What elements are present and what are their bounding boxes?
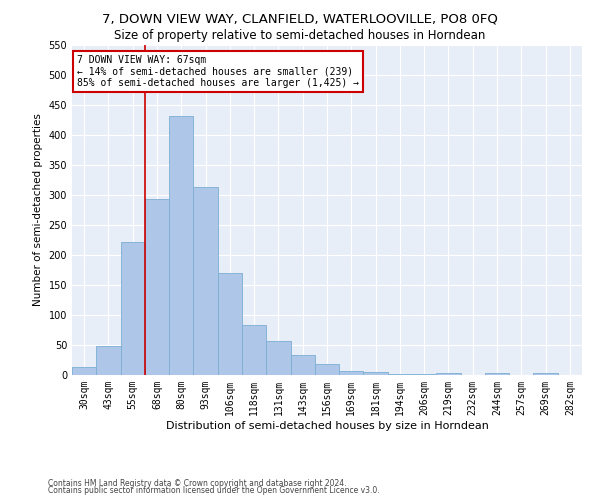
Y-axis label: Number of semi-detached properties: Number of semi-detached properties — [33, 114, 43, 306]
Text: Size of property relative to semi-detached houses in Horndean: Size of property relative to semi-detach… — [115, 29, 485, 42]
Bar — [218, 273, 242, 375]
Bar — [388, 374, 412, 375]
Bar — [121, 242, 145, 375]
Bar — [242, 324, 266, 375]
Text: 7 DOWN VIEW WAY: 67sqm
← 14% of semi-detached houses are smaller (239)
85% of se: 7 DOWN VIEW WAY: 67sqm ← 14% of semi-det… — [77, 55, 359, 88]
Bar — [315, 364, 339, 375]
Bar — [145, 198, 169, 375]
X-axis label: Distribution of semi-detached houses by size in Horndean: Distribution of semi-detached houses by … — [166, 420, 488, 430]
Bar — [96, 346, 121, 375]
Text: Contains public sector information licensed under the Open Government Licence v3: Contains public sector information licen… — [48, 486, 380, 495]
Text: Contains HM Land Registry data © Crown copyright and database right 2024.: Contains HM Land Registry data © Crown c… — [48, 478, 347, 488]
Bar — [72, 366, 96, 375]
Bar — [485, 373, 509, 375]
Bar — [266, 341, 290, 375]
Text: 7, DOWN VIEW WAY, CLANFIELD, WATERLOOVILLE, PO8 0FQ: 7, DOWN VIEW WAY, CLANFIELD, WATERLOOVIL… — [102, 12, 498, 26]
Bar — [364, 372, 388, 375]
Bar — [339, 372, 364, 375]
Bar — [169, 116, 193, 375]
Bar — [193, 187, 218, 375]
Bar — [412, 374, 436, 375]
Bar — [436, 372, 461, 375]
Bar — [290, 354, 315, 375]
Bar — [533, 372, 558, 375]
